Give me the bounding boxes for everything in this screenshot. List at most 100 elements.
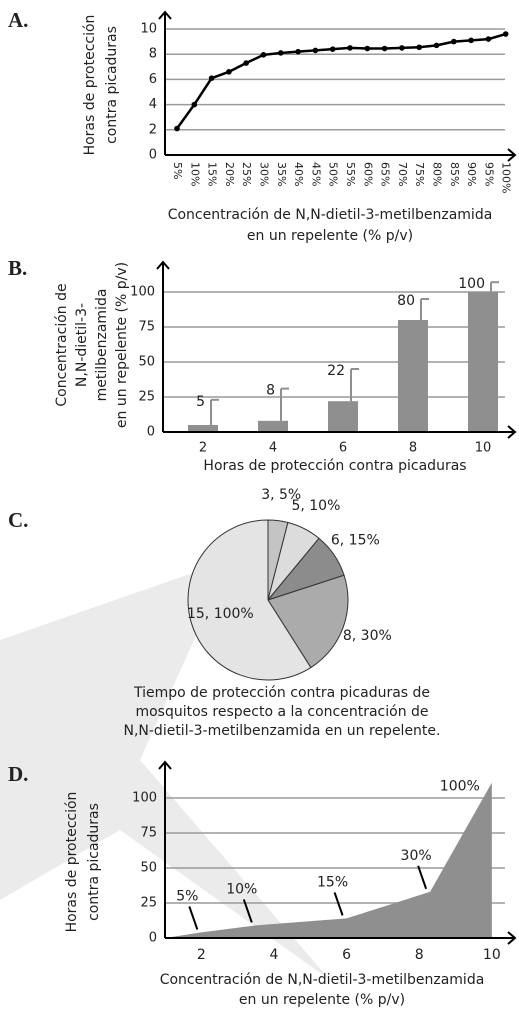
data-line: [177, 34, 506, 128]
x-tick-label: 6: [342, 947, 351, 963]
bar: [258, 421, 288, 432]
x-tick-label: 95%: [482, 162, 495, 186]
x-tick-label: 20%: [223, 162, 236, 186]
data-point: [347, 45, 353, 51]
x-tick-label: 60%: [361, 162, 374, 186]
y-tick-label: 0: [149, 148, 157, 163]
data-point: [503, 31, 509, 37]
annotation: 10%: [226, 881, 257, 897]
y-label: contra picaduras: [86, 803, 102, 921]
panel-label: D.: [8, 762, 28, 786]
x-label: Horas de protección contra picaduras: [203, 458, 466, 474]
y-tick-label: 50: [138, 355, 155, 370]
y-tick-label: 100: [130, 285, 155, 300]
value-label: 100: [458, 276, 485, 292]
y-label: contra picaduras: [104, 26, 120, 144]
data-point: [330, 46, 336, 52]
x-tick-label: 2: [197, 947, 206, 963]
x-tick-label: 8: [415, 947, 424, 963]
value-label: 80: [397, 293, 415, 309]
x-tick-label: 4: [269, 947, 278, 963]
x-tick-label: 4: [269, 441, 277, 456]
data-point: [261, 52, 267, 58]
x-tick-label: 35%: [275, 162, 288, 186]
annotation: 5%: [176, 888, 198, 904]
data-point: [399, 45, 405, 51]
y-label: N,N-dietil-3-: [74, 303, 90, 387]
x-tick-label: 90%: [465, 162, 478, 186]
y-tick-label: 25: [140, 896, 157, 911]
data-point: [295, 49, 301, 55]
slice-label: 5, 10%: [291, 498, 340, 514]
y-tick-label: 0: [149, 931, 157, 946]
data-point: [209, 75, 215, 81]
y-tick-label: 25: [138, 390, 155, 405]
x-tick-label: 75%: [413, 162, 426, 186]
x-tick-label: 8: [409, 441, 417, 456]
x-tick-label: 6: [339, 441, 347, 456]
x-tick-label: 85%: [448, 162, 461, 186]
slice-label: 8, 30%: [343, 628, 392, 644]
data-point: [434, 43, 440, 49]
x-tick-label: 40%: [292, 162, 305, 186]
x-label: Concentración de N,N-dietil-3-metilbenza…: [168, 207, 493, 223]
value-label: 5: [196, 394, 205, 410]
x-tick-label: 45%: [309, 162, 322, 186]
data-point: [468, 38, 474, 44]
annotation: 100%: [440, 779, 480, 795]
value-label: 8: [266, 383, 275, 399]
bar: [468, 292, 498, 432]
y-tick-label: 8: [149, 47, 157, 62]
x-label: en un repelente (% p/v): [239, 992, 405, 1008]
y-tick-label: 10: [140, 22, 157, 37]
annotation-leader: [418, 866, 426, 889]
data-point: [243, 60, 249, 66]
y-tick-label: 50: [140, 861, 157, 876]
x-label: en un repelente (% p/v): [247, 228, 413, 244]
caption: Tiempo de protección contra picaduras de: [133, 685, 430, 701]
annotation: 15%: [317, 874, 348, 890]
y-tick-label: 100: [132, 791, 157, 806]
data-point: [451, 39, 457, 45]
y-tick-label: 6: [149, 72, 157, 87]
x-tick-label: 10%: [188, 162, 201, 186]
data-point: [486, 36, 492, 42]
data-point: [365, 46, 371, 52]
y-label: Horas de protección: [82, 15, 98, 156]
caption: mosquitos respecto a la concentración de: [135, 704, 428, 720]
data-point: [192, 102, 198, 108]
x-tick-label: 15%: [206, 162, 219, 186]
y-tick-label: 4: [149, 97, 157, 112]
x-tick-label: 30%: [258, 162, 271, 186]
x-tick-label: 25%: [240, 162, 253, 186]
annotation-leader: [335, 892, 343, 915]
x-tick-label: 80%: [431, 162, 444, 186]
y-tick-label: 2: [149, 122, 157, 137]
panel-label: B.: [8, 256, 27, 280]
data-point: [278, 50, 284, 56]
y-label: en un repelente (% p/v): [114, 262, 130, 428]
data-point: [174, 126, 180, 132]
annotation: 30%: [401, 848, 432, 864]
slice-label: 15, 100%: [187, 606, 254, 622]
x-tick-label: 55%: [344, 162, 357, 186]
bar: [328, 401, 358, 432]
data-point: [416, 44, 422, 50]
annotation-leader: [189, 906, 197, 929]
y-tick-label: 75: [140, 826, 157, 841]
y-label: metilbenzamida: [94, 289, 110, 402]
x-tick-label: 10: [475, 441, 492, 456]
y-tick-label: 0: [147, 425, 155, 440]
x-label: Concentración de N,N-dietil-3-metilbenza…: [160, 972, 485, 988]
data-point: [313, 48, 319, 54]
value-label: 22: [327, 363, 345, 379]
data-point: [226, 69, 232, 75]
x-tick-label: 5%: [171, 162, 184, 179]
figure: A.02468105%10%15%20%25%30%35%40%45%50%55…: [0, 0, 519, 1013]
bar: [188, 425, 218, 432]
y-tick-label: 75: [138, 320, 155, 335]
x-tick-label: 2: [199, 441, 207, 456]
panel-label: C.: [8, 508, 28, 532]
x-tick-label: 50%: [327, 162, 340, 186]
x-tick-label: 65%: [379, 162, 392, 186]
